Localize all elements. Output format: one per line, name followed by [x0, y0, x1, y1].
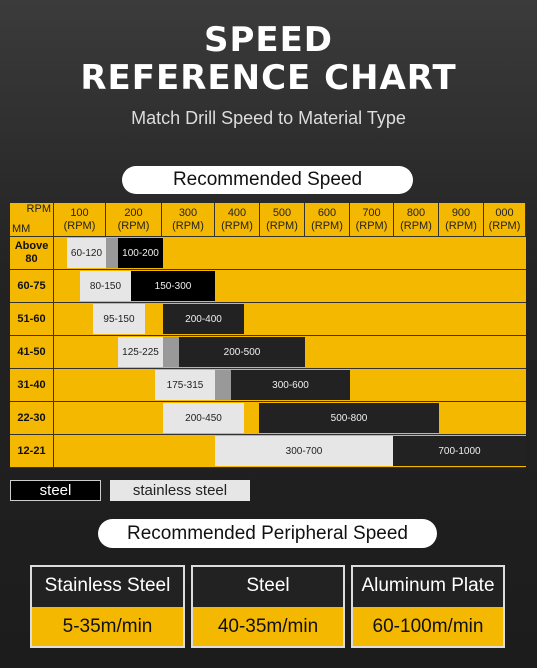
column-header: 500 (RPM) [260, 203, 305, 237]
card-speed: 5-35m/min [32, 607, 183, 646]
row-label: 41-50 [10, 336, 54, 368]
column-header: 000 (RPM) [484, 203, 526, 237]
rpm-unit: (RPM) [172, 219, 204, 232]
row-line [10, 269, 526, 270]
corner-top: RPM [26, 203, 51, 215]
stainless-bar: 300-700 [215, 436, 393, 466]
column-header: 900 (RPM) [439, 203, 484, 237]
row-line [10, 335, 526, 336]
legend-steel: steel [10, 480, 101, 501]
row-label: 60-75 [10, 270, 54, 302]
card-speed: 40-35m/min [193, 607, 343, 646]
steel-bar: 200-400 [163, 304, 244, 334]
rpm-value: 000 [495, 206, 514, 219]
stainless-bar: 95-150 [93, 304, 145, 334]
rpm-value: 600 [317, 206, 337, 219]
rpm-unit: (RPM) [266, 219, 298, 232]
rpm-unit: (RPM) [311, 219, 343, 232]
steel-bar: 200-500 [179, 337, 305, 367]
row-line [10, 434, 526, 435]
rpm-value: 300 [178, 206, 198, 219]
stainless-bar: 60-120 [67, 238, 106, 268]
speed-card: Steel 40-35m/min [191, 565, 345, 648]
column-header: 300 (RPM) [162, 203, 215, 237]
gray-strip [163, 337, 179, 367]
steel-bar: 700-1000 [393, 436, 526, 466]
legend-stainless: stainless steel [110, 480, 250, 501]
rpm-value: 400 [227, 206, 247, 219]
stainless-bar: 125-225 [118, 337, 163, 367]
rpm-unit: (RPM) [488, 219, 521, 232]
row-label: 22-30 [10, 402, 54, 434]
rpm-unit: (RPM) [355, 219, 388, 232]
column-header: 700 (RPM) [350, 203, 394, 237]
row-line [10, 467, 526, 468]
rpm-unit: (RPM) [400, 219, 432, 232]
row-line [10, 368, 526, 369]
steel-bar: 150-300 [131, 271, 215, 301]
title-line: REFERENCE CHART [80, 58, 457, 98]
steel-bar: 300-600 [231, 370, 350, 400]
row-label: 12-21 [10, 435, 54, 467]
row-label: Above 80 [10, 237, 54, 269]
steel-bar: 100-200 [118, 238, 163, 268]
card-material: Steel [246, 575, 290, 596]
rpm-unit: (RPM) [63, 219, 96, 232]
row-label: 51-60 [10, 303, 54, 335]
rpm-value: 800 [406, 206, 426, 219]
section-pill: Recommended Speed [122, 166, 413, 194]
title-line: SPEED [203, 20, 334, 60]
rpm-unit: (RPM) [221, 219, 253, 232]
row-line [10, 302, 526, 303]
gray-strip [215, 370, 231, 400]
column-header: 800 (RPM) [394, 203, 439, 237]
rpm-value: 900 [451, 206, 471, 219]
rpm-unit: (RPM) [445, 219, 477, 232]
stainless-bar: 175-315 [155, 370, 215, 400]
stainless-bar: 200-450 [163, 403, 244, 433]
column-header: 100 (RPM) [54, 203, 106, 237]
corner: RPM MM [10, 203, 54, 237]
row-label: 31-40 [10, 369, 54, 401]
card-material: Stainless Steel [44, 575, 171, 596]
section-pill: Recommended Peripheral Speed [98, 519, 437, 548]
card-material: Aluminum Plate [361, 575, 495, 596]
column-header: 200 (RPM) [106, 203, 162, 237]
corner-bottom: MM [12, 223, 31, 235]
speed-card: Aluminum Plate 60-100m/min [351, 565, 505, 648]
column-header: 600 (RPM) [305, 203, 350, 237]
speed-card: Stainless Steel 5-35m/min [30, 565, 185, 648]
rpm-unit: (RPM) [117, 219, 150, 232]
card-speed: 60-100m/min [353, 607, 503, 646]
rpm-value: 100 [70, 206, 89, 219]
rpm-value: 500 [272, 206, 292, 219]
gray-strip [106, 238, 118, 268]
stainless-bar: 80-150 [80, 271, 131, 301]
rpm-value: 700 [362, 206, 381, 219]
column-header: 400 (RPM) [215, 203, 260, 237]
row-line [10, 401, 526, 402]
rpm-value: 200 [124, 206, 143, 219]
subtitle: Match Drill Speed to Material Type [131, 108, 406, 128]
steel-bar: 500-800 [259, 403, 439, 433]
